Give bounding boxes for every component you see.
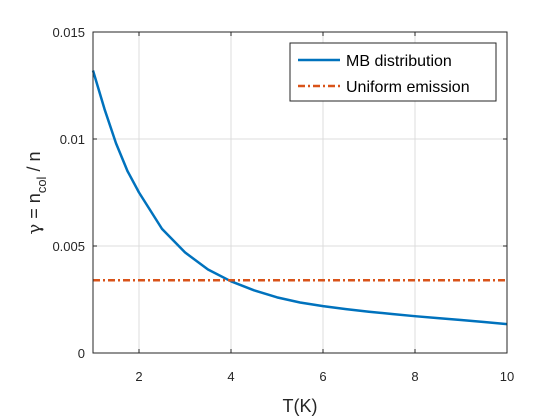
- y-tick-label: 0.005: [52, 239, 85, 254]
- x-tick-label: 10: [500, 369, 514, 384]
- x-tick-label: 6: [319, 369, 326, 384]
- y-tick-label: 0.015: [52, 25, 85, 40]
- legend-label-uniform: Uniform emission: [346, 79, 470, 96]
- y-tick-label: 0.01: [60, 132, 85, 147]
- axis-ticks: 2 4 6 8 10 0 0.005 0.01 0.015: [52, 25, 514, 384]
- legend-box: [289, 42, 497, 102]
- y-tick-label: 0: [78, 346, 85, 361]
- y-axis-title: γ = ncol / n: [24, 152, 49, 235]
- x-tick-label: 2: [135, 369, 142, 384]
- x-tick-label: 4: [227, 369, 234, 384]
- x-tick-label: 8: [411, 369, 418, 384]
- legend-label-mb: MB distribution: [346, 53, 452, 70]
- plot-frame: [92, 31, 508, 354]
- series-line-mb-distribution: [91, 70, 508, 326]
- y-axis-title-gamma: γ: [24, 224, 45, 235]
- y-axis-title-eq: = n: [24, 193, 44, 224]
- legend: MB distribution Uniform emission: [289, 42, 497, 102]
- x-axis-title: T(K): [283, 396, 318, 416]
- series-lines: [91, 70, 508, 326]
- y-axis-title-rest: / n: [24, 152, 44, 177]
- y-axis-title-sub: col: [34, 176, 49, 193]
